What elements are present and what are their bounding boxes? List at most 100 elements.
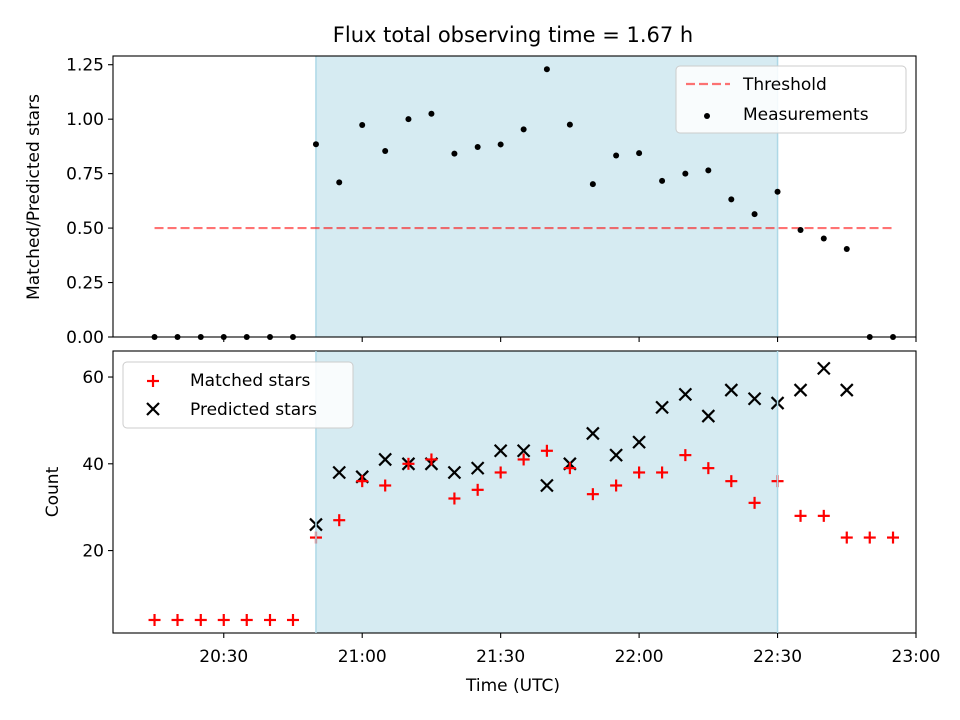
matched-star-point xyxy=(356,475,369,488)
matched-star-point xyxy=(863,531,876,544)
matched-star-point xyxy=(679,449,692,462)
matched-star-point xyxy=(425,453,438,466)
matched-star-point xyxy=(240,613,253,626)
predicted-star-point xyxy=(470,461,485,475)
x-tick-label: 20:30 xyxy=(199,647,248,667)
matched-star-point xyxy=(610,479,623,492)
matched-star-point xyxy=(656,466,669,479)
predicted-star-point xyxy=(332,465,347,480)
matched-star-point xyxy=(794,509,807,522)
predicted-star-point xyxy=(447,465,462,480)
count-y-tick-label: 60 xyxy=(82,368,104,388)
predicted-star-point xyxy=(516,444,531,458)
matched-star-point xyxy=(286,613,299,626)
predicted-star-point xyxy=(586,426,600,441)
matched-star-point xyxy=(333,514,346,527)
x-tick-label: 21:00 xyxy=(338,647,387,667)
legend-measurements-swatch xyxy=(704,113,710,119)
count-y-axis-label: Count xyxy=(43,466,63,517)
measurement-point xyxy=(520,126,527,133)
matched-star-point xyxy=(264,613,277,626)
measurement-point xyxy=(497,141,504,148)
ratio-y-tick-label: 1.25 xyxy=(66,56,104,76)
predicted-star-point xyxy=(724,383,739,397)
legend-matched-label: Matched stars xyxy=(190,371,310,391)
observing-window-shade xyxy=(315,351,778,633)
predicted-star-point xyxy=(493,444,508,458)
matched-star-point xyxy=(494,466,507,479)
matched-star-point xyxy=(379,479,392,492)
predicted-star-point xyxy=(839,383,854,397)
measurement-point xyxy=(566,121,573,128)
matched-star-point xyxy=(840,531,853,544)
ratio-y-tick-label: 0.00 xyxy=(66,328,104,348)
measurement-point xyxy=(659,177,666,184)
predicted-star-point xyxy=(817,361,831,376)
legend-predicted-swatch xyxy=(146,402,160,416)
x-axis-label: Time (UTC) xyxy=(465,676,560,696)
matched-star-point xyxy=(563,462,576,475)
ratio-y-tick-label: 0.50 xyxy=(66,219,104,239)
legend-predicted-label: Predicted stars xyxy=(190,400,317,420)
predicted-star-point xyxy=(747,391,762,406)
count-legend: Matched stars Predicted stars xyxy=(122,361,354,429)
x-tick-label: 22:00 xyxy=(615,647,664,667)
measurement-point xyxy=(382,147,389,154)
measurement-point xyxy=(543,66,550,73)
ratio-y-tick-label: 0.25 xyxy=(66,274,104,294)
legend-threshold-label: Threshold xyxy=(742,75,827,95)
ratio-legend: Threshold Measurements xyxy=(675,65,907,134)
x-tick-label: 22:30 xyxy=(753,647,802,667)
ratio-plot-frame xyxy=(112,55,917,338)
matched-star-point xyxy=(217,613,230,626)
legend-matched-swatch xyxy=(147,375,159,387)
ratio-y-tick-label: 0.75 xyxy=(66,165,104,185)
figure-title: Flux total observing time = 1.67 h xyxy=(333,23,693,47)
measurement-point xyxy=(312,141,319,148)
measurement-point xyxy=(589,181,596,188)
count-plot-frame xyxy=(112,350,917,634)
measurement-point xyxy=(336,179,343,186)
predicted-star-point xyxy=(701,409,716,423)
ratio-y-axis-label: Matched/Predicted stars xyxy=(24,94,44,300)
matched-star-point xyxy=(194,613,207,626)
predicted-star-point xyxy=(609,448,623,462)
measurement-point xyxy=(405,116,412,123)
matched-star-point xyxy=(633,466,646,479)
measurement-point xyxy=(751,211,758,218)
x-tick-label: 23:00 xyxy=(892,647,941,667)
matched-star-point xyxy=(171,613,184,626)
predicted-star-point xyxy=(632,435,646,449)
matched-star-point xyxy=(471,483,484,496)
count-legend-box xyxy=(122,361,354,429)
matched-star-point xyxy=(702,462,715,475)
ratio-legend-box xyxy=(675,65,907,134)
matched-star-point xyxy=(748,496,761,509)
legend-measurements-label: Measurements xyxy=(743,105,869,125)
matched-star-point xyxy=(586,488,599,501)
predicted-star-point xyxy=(540,478,554,493)
predicted-star-point xyxy=(655,400,669,415)
count-y-tick-label: 40 xyxy=(82,455,104,475)
measurement-point xyxy=(820,235,827,242)
matched-star-point xyxy=(148,613,161,626)
count-panel: 20 40 60 20:30 21:00 21:30 22:00 22:30 23:00 Co… xyxy=(43,350,941,696)
measurement-point xyxy=(843,245,850,252)
predicted-star-point xyxy=(678,387,693,402)
matched-star-point xyxy=(817,509,830,522)
measurement-point xyxy=(613,152,620,159)
measurement-point xyxy=(682,170,689,177)
measurement-point xyxy=(428,110,435,117)
measurement-point xyxy=(451,150,458,157)
predicted-star-point xyxy=(378,452,392,467)
matched-star-point xyxy=(402,457,415,470)
ratio-panel: 0.00 0.25 0.50 0.75 1.00 1.25 Matched/Predict… xyxy=(24,55,917,348)
measurement-point xyxy=(705,167,712,174)
ratio-y-tick-label: 1.00 xyxy=(66,110,104,130)
matched-star-point xyxy=(540,444,553,457)
measurement-point xyxy=(359,122,366,129)
count-y-tick-label: 20 xyxy=(82,542,104,562)
x-tick-label: 21:30 xyxy=(476,647,525,667)
measurement-point xyxy=(797,227,804,234)
